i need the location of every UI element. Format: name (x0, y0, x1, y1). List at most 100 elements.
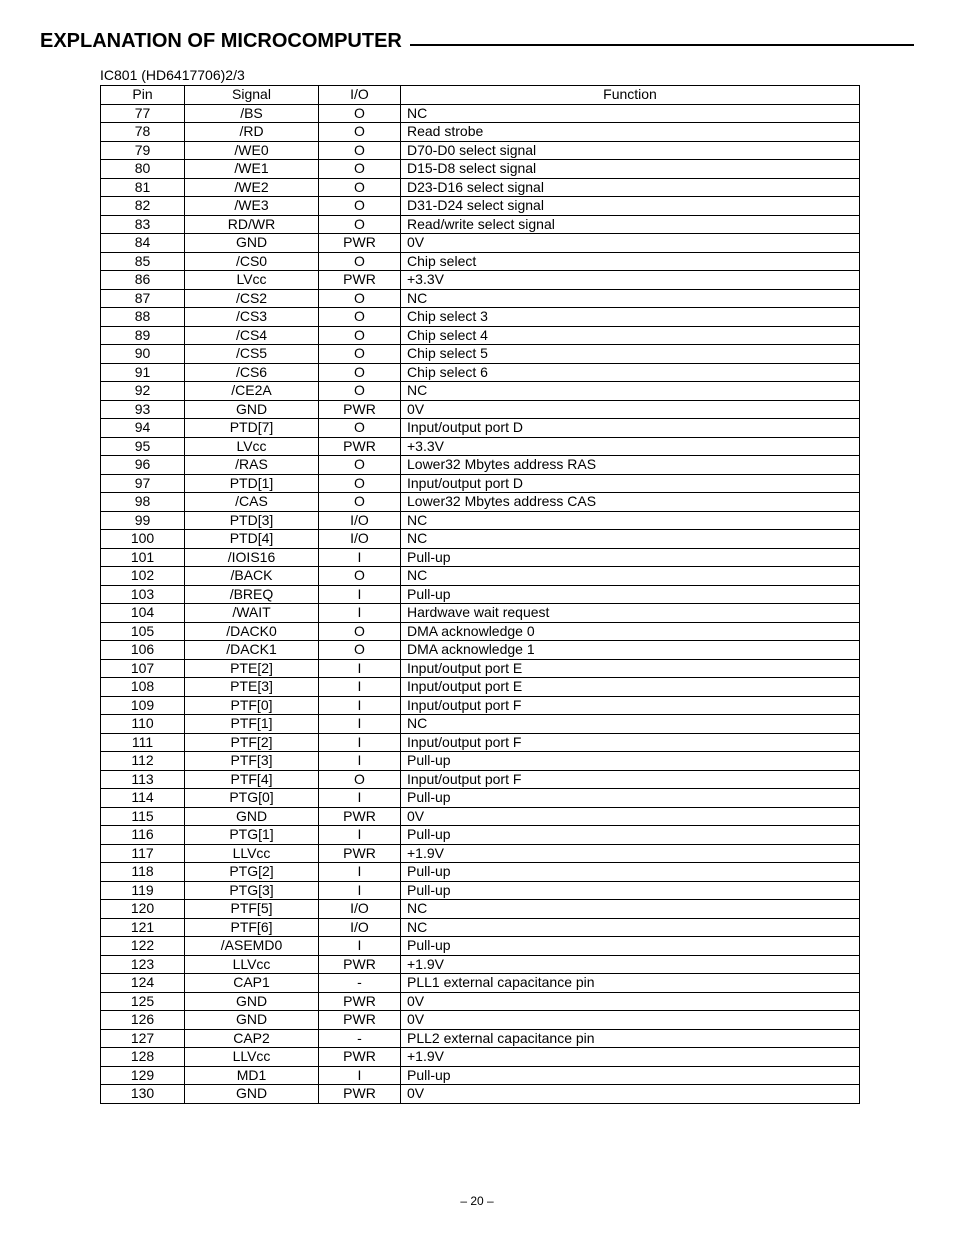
cell-io: PWR (319, 437, 401, 456)
cell-pin: 124 (101, 974, 185, 993)
table-row: 118PTG[2]IPull-up (101, 863, 860, 882)
cell-function: NC (401, 104, 860, 123)
cell-io: O (319, 252, 401, 271)
cell-signal: GND (185, 1085, 319, 1104)
cell-pin: 130 (101, 1085, 185, 1104)
page-title: EXPLANATION OF MICROCOMPUTER (40, 30, 410, 53)
cell-pin: 91 (101, 363, 185, 382)
table-row: 86LVccPWR+3.3V (101, 271, 860, 290)
cell-signal: PTE[2] (185, 659, 319, 678)
table-row: 100PTD[4]I/ONC (101, 530, 860, 549)
table-row: 77/BSONC (101, 104, 860, 123)
cell-pin: 118 (101, 863, 185, 882)
cell-io: O (319, 141, 401, 160)
cell-pin: 104 (101, 604, 185, 623)
cell-signal: PTG[1] (185, 826, 319, 845)
table-row: 82/WE3OD31-D24 select signal (101, 197, 860, 216)
table-row: 121PTF[6]I/ONC (101, 918, 860, 937)
cell-function: Pull-up (401, 585, 860, 604)
cell-io: I (319, 1066, 401, 1085)
cell-io: O (319, 345, 401, 364)
cell-signal: GND (185, 234, 319, 253)
cell-pin: 110 (101, 715, 185, 734)
table-row: 123LLVccPWR+1.9V (101, 955, 860, 974)
cell-signal: GND (185, 992, 319, 1011)
cell-io: I (319, 659, 401, 678)
cell-pin: 128 (101, 1048, 185, 1067)
cell-function: D15-D8 select signal (401, 160, 860, 179)
cell-pin: 114 (101, 789, 185, 808)
cell-pin: 123 (101, 955, 185, 974)
table-row: 102/BACKONC (101, 567, 860, 586)
cell-io: O (319, 419, 401, 438)
cell-signal: /CE2A (185, 382, 319, 401)
cell-pin: 97 (101, 474, 185, 493)
cell-signal: GND (185, 807, 319, 826)
col-header-function: Function (401, 86, 860, 105)
cell-io: O (319, 289, 401, 308)
cell-function: Input/output port D (401, 419, 860, 438)
cell-io: O (319, 178, 401, 197)
cell-pin: 82 (101, 197, 185, 216)
cell-signal: GND (185, 1011, 319, 1030)
cell-signal: LLVcc (185, 1048, 319, 1067)
table-row: 95LVccPWR+3.3V (101, 437, 860, 456)
cell-io: I (319, 752, 401, 771)
cell-signal: /BACK (185, 567, 319, 586)
cell-pin: 127 (101, 1029, 185, 1048)
table-row: 109PTF[0]IInput/output port F (101, 696, 860, 715)
cell-function: 0V (401, 234, 860, 253)
cell-signal: LVcc (185, 271, 319, 290)
cell-signal: CAP2 (185, 1029, 319, 1048)
cell-io: PWR (319, 1085, 401, 1104)
table-row: 97PTD[1]OInput/output port D (101, 474, 860, 493)
cell-pin: 83 (101, 215, 185, 234)
cell-io: O (319, 641, 401, 660)
cell-io: O (319, 363, 401, 382)
table-row: 79/WE0OD70-D0 select signal (101, 141, 860, 160)
table-row: 81/WE2OD23-D16 select signal (101, 178, 860, 197)
table-row: 130GNDPWR0V (101, 1085, 860, 1104)
table-row: 88/CS3OChip select 3 (101, 308, 860, 327)
cell-pin: 80 (101, 160, 185, 179)
cell-function: Pull-up (401, 937, 860, 956)
cell-pin: 126 (101, 1011, 185, 1030)
cell-pin: 98 (101, 493, 185, 512)
cell-function: 0V (401, 807, 860, 826)
cell-function: Pull-up (401, 881, 860, 900)
cell-pin: 103 (101, 585, 185, 604)
page: EXPLANATION OF MICROCOMPUTER IC801 (HD64… (0, 0, 954, 1228)
cell-signal: PTD[1] (185, 474, 319, 493)
cell-io: I/O (319, 900, 401, 919)
table-row: 129MD1IPull-up (101, 1066, 860, 1085)
cell-io: I (319, 604, 401, 623)
cell-pin: 106 (101, 641, 185, 660)
cell-function: Lower32 Mbytes address RAS (401, 456, 860, 475)
cell-signal: /IOIS16 (185, 548, 319, 567)
cell-function: Chip select (401, 252, 860, 271)
cell-pin: 113 (101, 770, 185, 789)
table-row: 89/CS4OChip select 4 (101, 326, 860, 345)
cell-signal: /WAIT (185, 604, 319, 623)
cell-pin: 81 (101, 178, 185, 197)
cell-signal: PTG[0] (185, 789, 319, 808)
cell-pin: 95 (101, 437, 185, 456)
cell-signal: PTF[3] (185, 752, 319, 771)
cell-pin: 129 (101, 1066, 185, 1085)
cell-function: Chip select 5 (401, 345, 860, 364)
cell-io: I (319, 826, 401, 845)
cell-pin: 92 (101, 382, 185, 401)
table-row: 85/CS0OChip select (101, 252, 860, 271)
table-row: 84GNDPWR0V (101, 234, 860, 253)
table-row: 125GNDPWR0V (101, 992, 860, 1011)
cell-pin: 87 (101, 289, 185, 308)
cell-pin: 96 (101, 456, 185, 475)
cell-signal: /CS0 (185, 252, 319, 271)
cell-function: NC (401, 900, 860, 919)
table-row: 126GNDPWR0V (101, 1011, 860, 1030)
cell-pin: 90 (101, 345, 185, 364)
cell-io: I (319, 863, 401, 882)
cell-io: I (319, 715, 401, 734)
cell-io: PWR (319, 992, 401, 1011)
cell-io: PWR (319, 400, 401, 419)
